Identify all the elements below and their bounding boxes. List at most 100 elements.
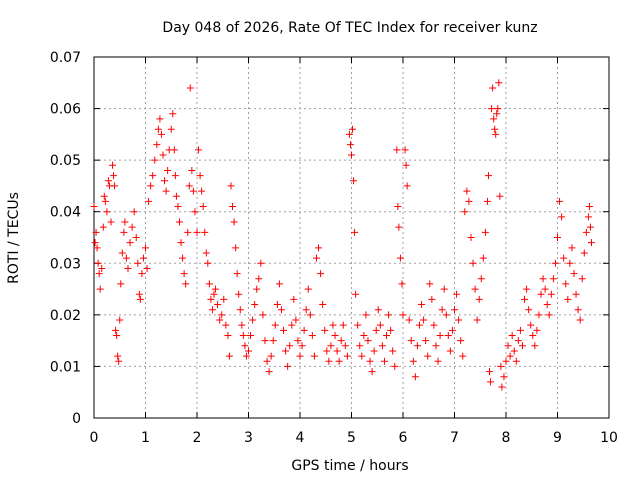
data-point (413, 342, 421, 350)
data-point (411, 373, 419, 381)
data-point (523, 285, 531, 293)
data-point (95, 270, 103, 278)
data-point (186, 84, 194, 92)
data-point (527, 321, 535, 329)
data-point (516, 326, 524, 334)
data-point (225, 352, 233, 360)
data-point (378, 342, 386, 350)
data-point (222, 321, 230, 329)
data-point (177, 239, 185, 247)
x-tick-label: 4 (296, 430, 305, 446)
data-point (92, 228, 100, 236)
data-point (99, 223, 107, 231)
data-point (107, 218, 115, 226)
data-point (198, 187, 206, 195)
data-point (101, 197, 109, 205)
data-point (118, 249, 126, 257)
data-point (292, 316, 300, 324)
data-point (196, 172, 204, 180)
data-point (208, 306, 216, 314)
y-tick-label: 0.07 (50, 50, 81, 66)
data-point (130, 208, 138, 216)
data-point (391, 362, 399, 370)
data-point (434, 357, 442, 365)
data-point (518, 342, 526, 350)
data-point (120, 228, 128, 236)
data-point (135, 290, 143, 298)
data-point (500, 373, 508, 381)
data-point (230, 218, 238, 226)
data-point (91, 239, 99, 247)
data-point (398, 280, 406, 288)
data-point (207, 295, 215, 303)
data-point (245, 347, 252, 355)
data-point (147, 182, 155, 190)
data-point (339, 321, 347, 329)
data-point (296, 352, 304, 360)
data-point (304, 285, 312, 293)
x-tick-label: 5 (347, 430, 356, 446)
data-point (502, 357, 510, 365)
data-point (179, 254, 187, 262)
data-point (428, 295, 436, 303)
data-point (93, 244, 101, 252)
data-point (394, 203, 402, 211)
data-point (128, 223, 136, 231)
x-tick-label: 10 (600, 430, 618, 446)
y-tick-label: 0.05 (50, 153, 81, 169)
data-point (239, 331, 247, 339)
data-point (585, 203, 593, 211)
data-point (570, 270, 578, 278)
data-point (96, 285, 104, 293)
data-point (312, 254, 320, 262)
data-point (242, 352, 250, 360)
data-point (195, 146, 203, 154)
data-point (463, 187, 471, 195)
data-point (574, 306, 582, 314)
data-point (376, 321, 384, 329)
data-point (284, 362, 292, 370)
data-point (358, 352, 366, 360)
data-point (535, 311, 543, 319)
data-point (551, 259, 559, 267)
data-point (263, 357, 271, 365)
data-point (306, 311, 314, 319)
data-point (251, 301, 259, 309)
data-point (267, 352, 275, 360)
data-point (372, 326, 380, 334)
data-point (112, 326, 120, 334)
data-point (393, 146, 401, 154)
data-point (329, 321, 337, 329)
data-point (331, 331, 339, 339)
data-point (220, 295, 228, 303)
data-point (405, 316, 413, 324)
data-point (182, 280, 190, 288)
data-point (475, 295, 483, 303)
data-point (566, 259, 574, 267)
data-point (323, 347, 331, 355)
data-point (396, 254, 404, 262)
data-point (444, 331, 452, 339)
data-point (104, 177, 112, 185)
data-point (495, 79, 503, 87)
data-point (204, 259, 212, 267)
data-point (122, 254, 130, 262)
data-point (280, 326, 288, 334)
data-point (510, 347, 518, 355)
data-point (302, 306, 310, 314)
data-point (531, 342, 539, 350)
data-point (352, 290, 360, 298)
data-point (271, 321, 279, 329)
data-point (380, 357, 388, 365)
data-point (325, 357, 333, 365)
y-axis-label: ROTI / TECUs (6, 192, 22, 284)
data-point (370, 347, 378, 355)
data-point (282, 347, 290, 355)
data-point (247, 331, 255, 339)
data-point (333, 347, 341, 355)
data-point (549, 275, 557, 283)
data-point (490, 115, 498, 123)
data-point (115, 357, 123, 365)
data-point (446, 347, 454, 355)
data-point (586, 223, 594, 231)
